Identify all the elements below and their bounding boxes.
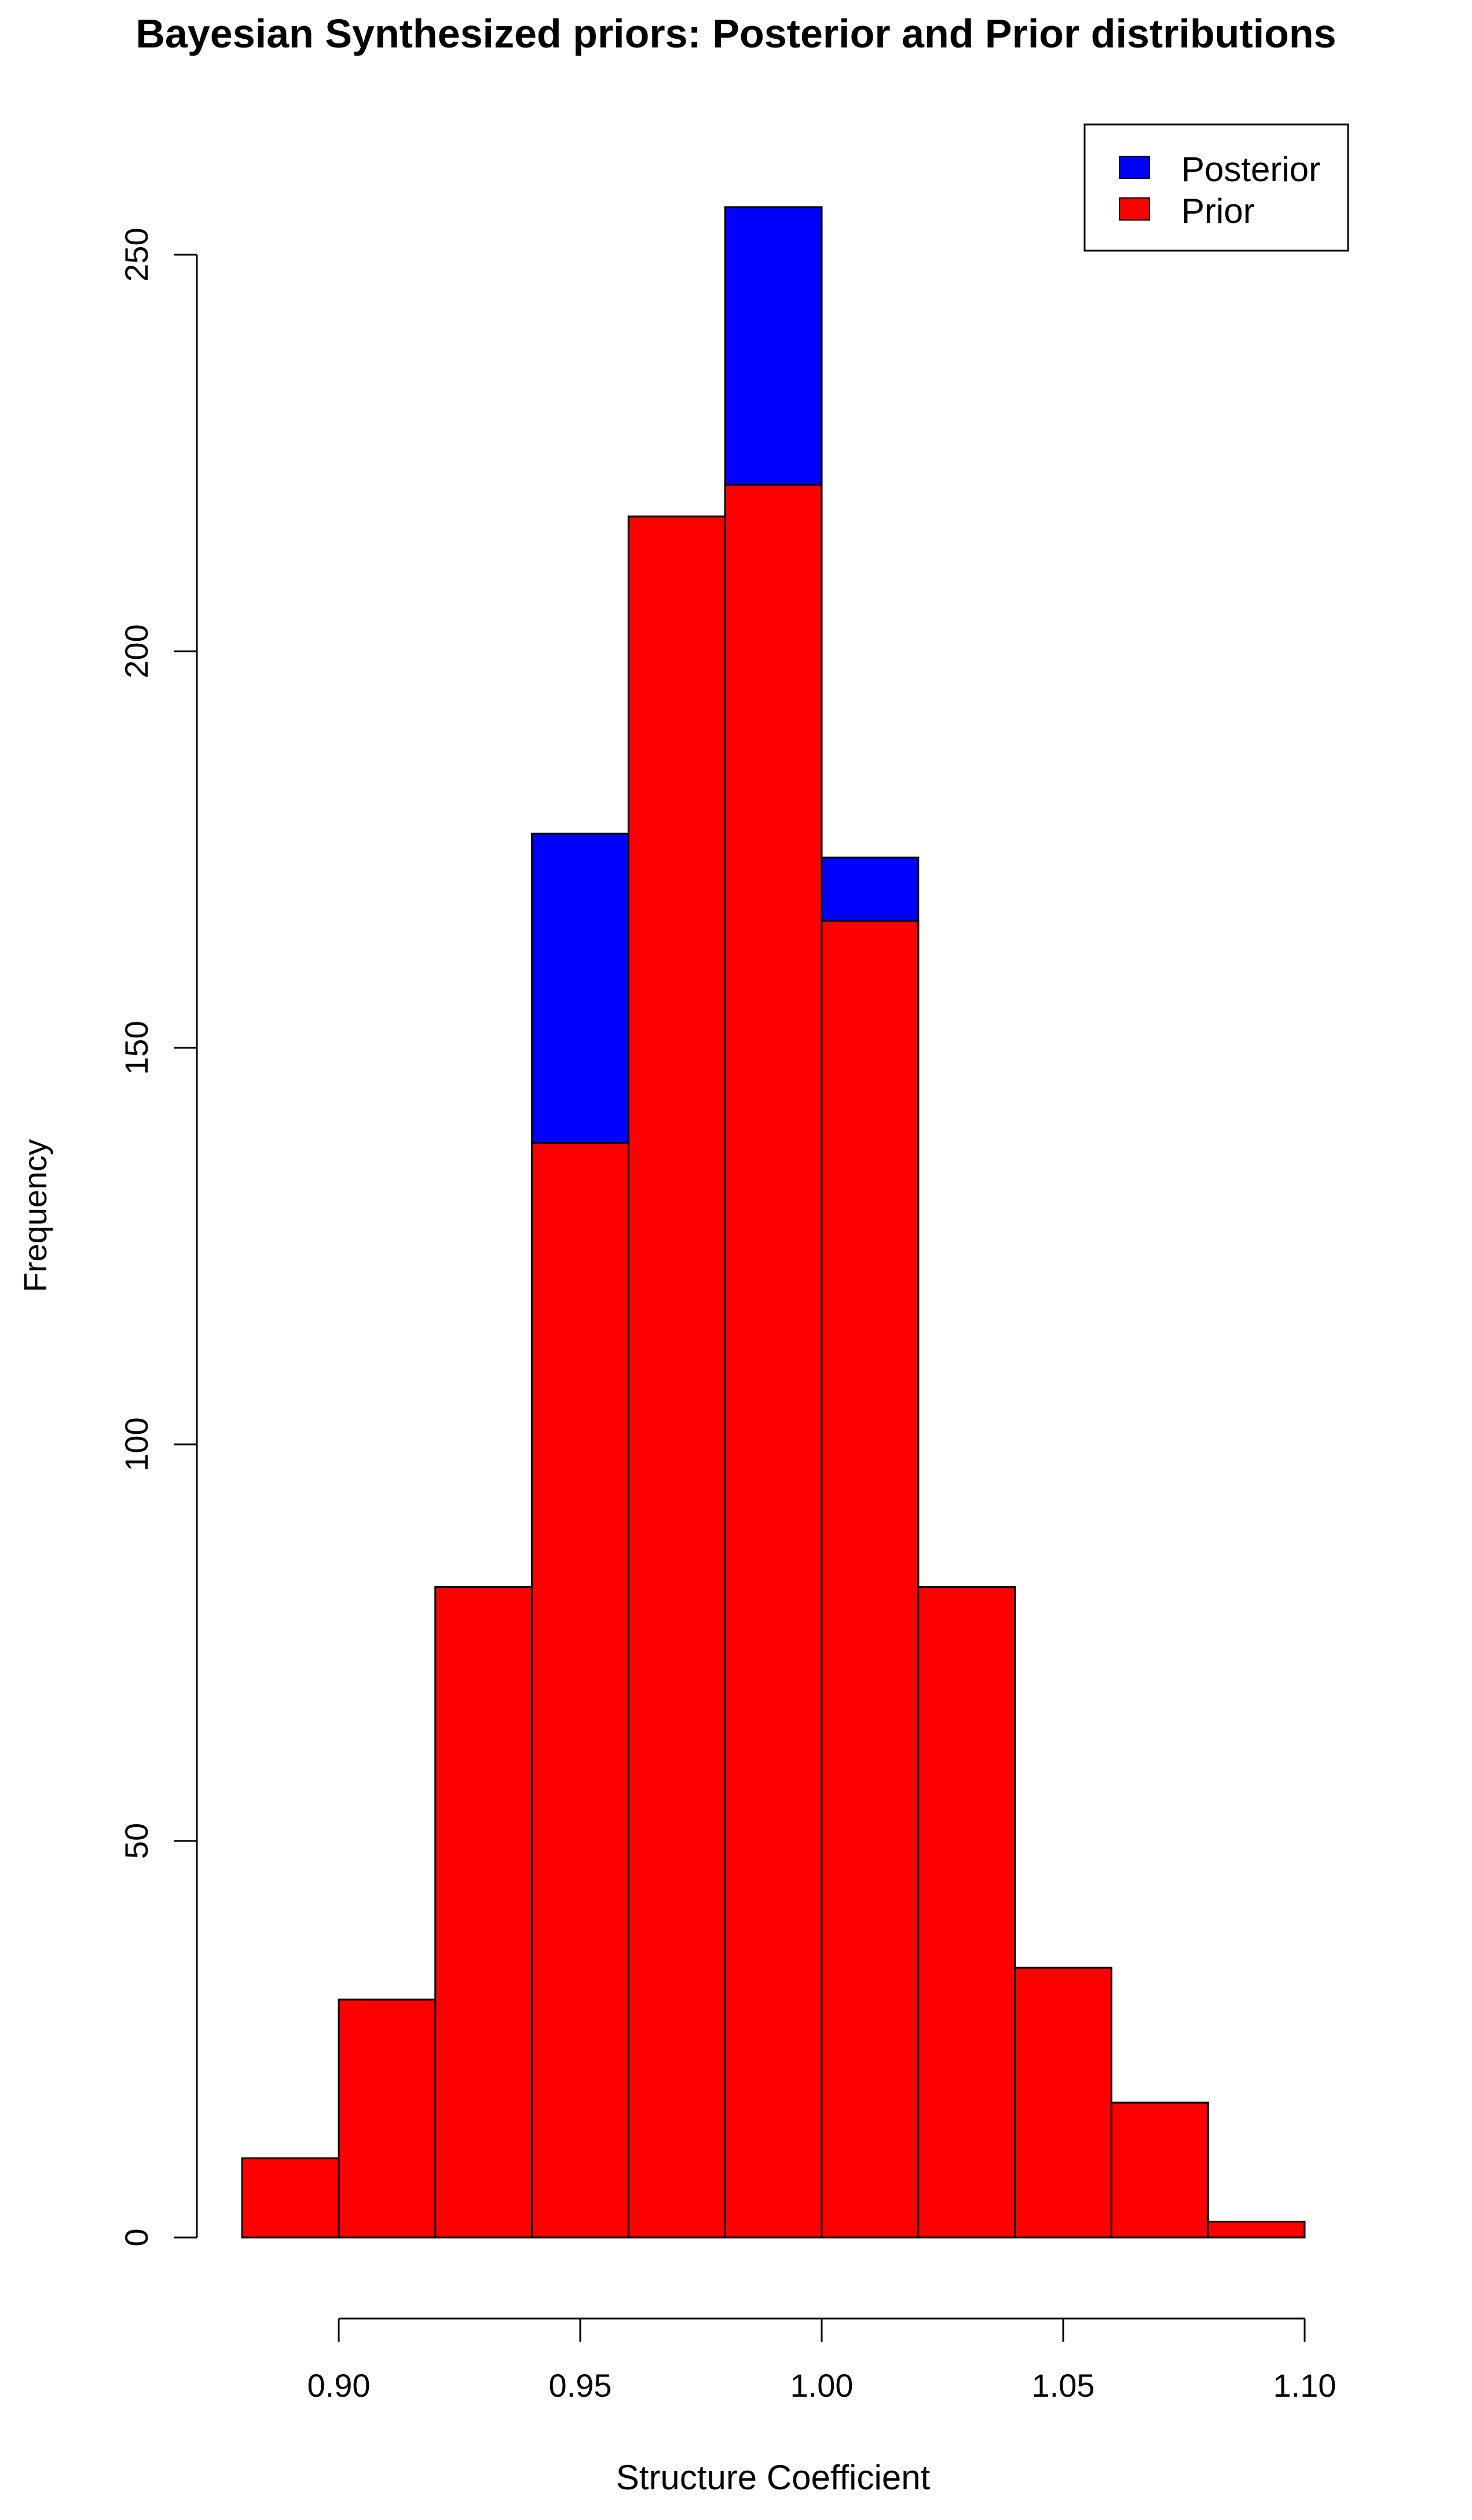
- legend: Posterior Prior: [1083, 123, 1349, 252]
- x-ticks: 0.90 0.95 1.00 1.05 1.10: [307, 2319, 1336, 2404]
- prior-bar: [1110, 2101, 1209, 2239]
- prior-bars: [241, 483, 1306, 2239]
- x-tick-label: 0.95: [549, 2367, 612, 2404]
- legend-swatch-prior: [1119, 197, 1150, 221]
- y-axis-label: Frequency: [17, 1139, 53, 1293]
- x-tick-label: 1.00: [790, 2367, 854, 2404]
- prior-bar: [338, 1998, 437, 2239]
- y-tick-label: 100: [118, 1417, 155, 1471]
- x-axis-label: Structure Coefficient: [616, 2458, 931, 2497]
- prior-bar: [917, 1586, 1016, 2239]
- y-tick-label: 0: [118, 2228, 155, 2246]
- prior-bar: [821, 920, 920, 2239]
- legend-swatch-posterior: [1119, 156, 1150, 179]
- y-tick-label: 50: [118, 1823, 155, 1859]
- y-tick-label: 200: [118, 624, 155, 678]
- prior-bar: [531, 1142, 629, 2239]
- prior-bar: [1014, 1967, 1112, 2239]
- prior-bar: [434, 1586, 533, 2239]
- x-tick-label: 1.10: [1273, 2367, 1336, 2404]
- x-tick-label: 0.90: [307, 2367, 371, 2404]
- y-axis: 0 50 100 150 200 250: [118, 228, 198, 2247]
- chart-title: Bayesian Synthesized priors: Posterior a…: [136, 11, 1336, 56]
- x-axis: 0.90 0.95 1.00 1.05 1.10: [307, 2317, 1336, 2404]
- prior-bar: [241, 2157, 340, 2239]
- legend-box: [1083, 123, 1349, 252]
- y-ticks: 0 50 100 150 200 250: [118, 228, 197, 2247]
- y-tick-label: 150: [118, 1021, 155, 1074]
- prior-bar: [724, 483, 823, 2239]
- y-tick-label: 250: [118, 228, 155, 281]
- legend-label-prior: Prior: [1181, 192, 1255, 230]
- x-tick-label: 1.05: [1032, 2367, 1095, 2404]
- prior-bar: [1207, 2221, 1306, 2239]
- prior-bar: [627, 515, 726, 2239]
- legend-label-posterior: Posterior: [1181, 150, 1320, 189]
